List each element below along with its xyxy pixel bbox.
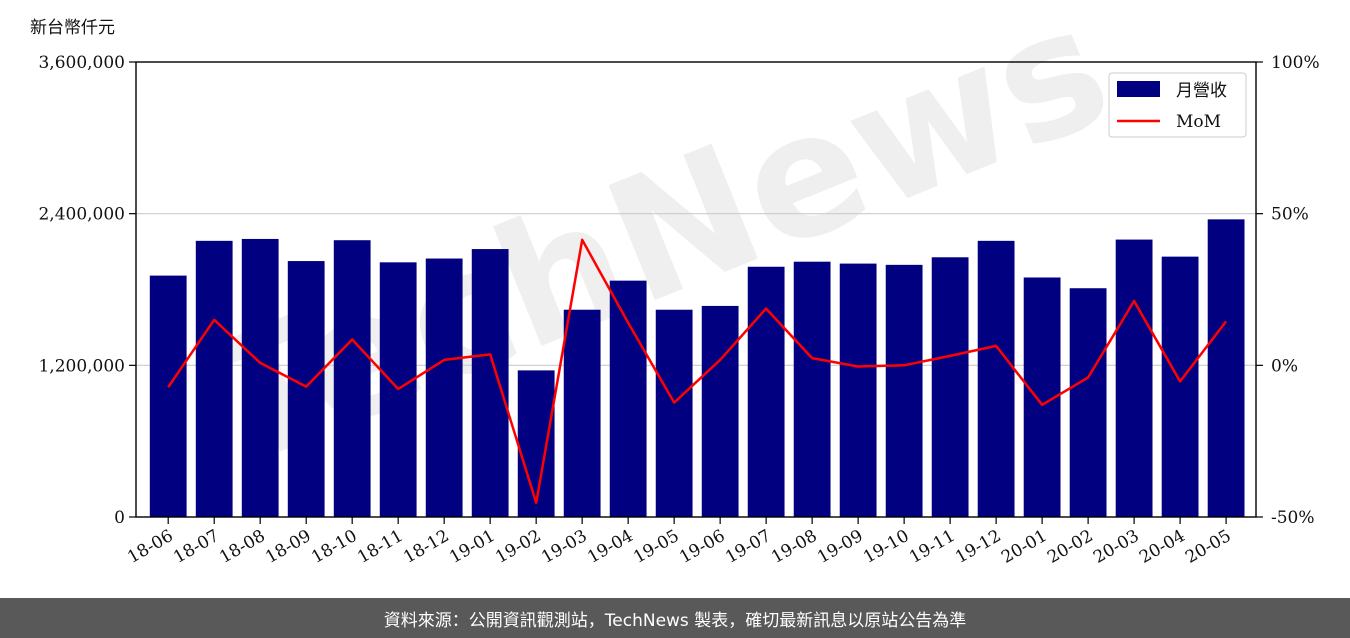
bar-20-02 [1069, 288, 1107, 517]
left-tick-label-3: 3,600,000 [38, 53, 125, 73]
unit-label: 新台幣仟元 [30, 18, 115, 38]
x-tick-label-19-02: 19-02 [492, 526, 544, 568]
bar-19-02 [517, 370, 555, 517]
x-tick-label-18-07: 18-07 [170, 526, 222, 568]
x-tick-label-20-04: 20-04 [1136, 526, 1188, 568]
x-tick-label-18-08: 18-08 [216, 526, 268, 568]
bar-19-04 [609, 280, 647, 517]
x-tick-label-18-06: 18-06 [124, 526, 176, 568]
x-tick-label-19-11: 19-11 [906, 526, 958, 568]
x-tick-label-18-10: 18-10 [308, 526, 360, 568]
x-axis: 18-0618-0718-0818-0918-1018-1118-1219-01… [124, 517, 1235, 568]
plot-frame [135, 61, 1257, 518]
x-tick-label-20-05: 20-05 [1182, 526, 1234, 568]
bar-19-01 [471, 249, 509, 518]
bar-18-07 [195, 240, 233, 517]
x-tick-label-19-06: 19-06 [676, 526, 728, 568]
right-tick-label-1: 0% [1271, 356, 1298, 376]
bar-19-03 [563, 309, 601, 517]
bar-19-05 [655, 309, 693, 517]
bar-20-05 [1207, 219, 1245, 517]
bar-19-10 [885, 264, 923, 517]
right-tick-label-3: 100% [1271, 53, 1320, 73]
plot-border [135, 61, 1257, 518]
x-tick-label-19-03: 19-03 [538, 526, 590, 568]
right-tick-label-0: -50% [1271, 508, 1315, 528]
x-tick-label-19-04: 19-04 [584, 526, 636, 568]
bar-19-06 [701, 305, 739, 517]
bar-19-07 [747, 266, 785, 517]
right-axis: -50% 0% 50% 100% [1256, 53, 1320, 528]
source-footer: 資料來源：公開資訊觀測站，TechNews 製表，確切最新訊息以原站公告為準 [0, 598, 1350, 638]
x-tick-label-19-01: 19-01 [446, 526, 498, 568]
bar-18-10 [333, 240, 371, 518]
bar-18-12 [425, 258, 463, 517]
x-tick-label-18-11: 18-11 [354, 526, 406, 568]
x-tick-label-19-12: 19-12 [952, 526, 1004, 568]
x-tick-label-19-09: 19-09 [814, 526, 866, 568]
legend-bar-swatch [1117, 81, 1160, 97]
revenue-chart: TechNews 新台幣仟元 01,200,0002,400,0003,600,… [30, 0, 1320, 568]
x-tick-label-20-02: 20-02 [1044, 526, 1096, 568]
x-tick-label-18-12: 18-12 [400, 526, 452, 568]
bar-series [149, 219, 1245, 518]
bar-19-09 [839, 263, 877, 517]
bar-20-03 [1115, 239, 1153, 517]
bar-19-12 [977, 240, 1015, 517]
left-tick-label-0: 0 [114, 508, 125, 528]
bar-19-11 [931, 257, 969, 517]
left-tick-label-1: 1,200,000 [38, 356, 125, 376]
bar-18-09 [287, 261, 325, 517]
mom-line [167, 238, 1228, 504]
x-tick-label-19-05: 19-05 [630, 526, 682, 568]
bar-18-08 [241, 238, 279, 517]
legend-line-label: MoM [1176, 112, 1221, 132]
left-axis: 0 1,200,000 2,400,000 3,600,000 [38, 53, 136, 528]
x-tick-label-19-07: 19-07 [722, 526, 774, 568]
bar-18-06 [149, 275, 187, 517]
legend: 月營收 MoM [1108, 72, 1247, 138]
x-tick-label-20-03: 20-03 [1090, 526, 1142, 568]
x-tick-label-19-08: 19-08 [768, 526, 820, 568]
x-tick-label-19-10: 19-10 [860, 526, 912, 568]
x-tick-label-18-09: 18-09 [262, 526, 314, 568]
bar-19-08 [793, 261, 831, 517]
x-tick-label-20-01: 20-01 [998, 526, 1050, 568]
right-tick-label-2: 50% [1271, 205, 1309, 225]
left-tick-label-2: 2,400,000 [38, 205, 125, 225]
mom-line-series [167, 238, 1228, 504]
legend-bar-label: 月營收 [1176, 81, 1227, 101]
footer-text: 資料來源：公開資訊觀測站，TechNews 製表，確切最新訊息以原站公告為準 [383, 610, 967, 631]
bar-20-04 [1161, 256, 1199, 517]
